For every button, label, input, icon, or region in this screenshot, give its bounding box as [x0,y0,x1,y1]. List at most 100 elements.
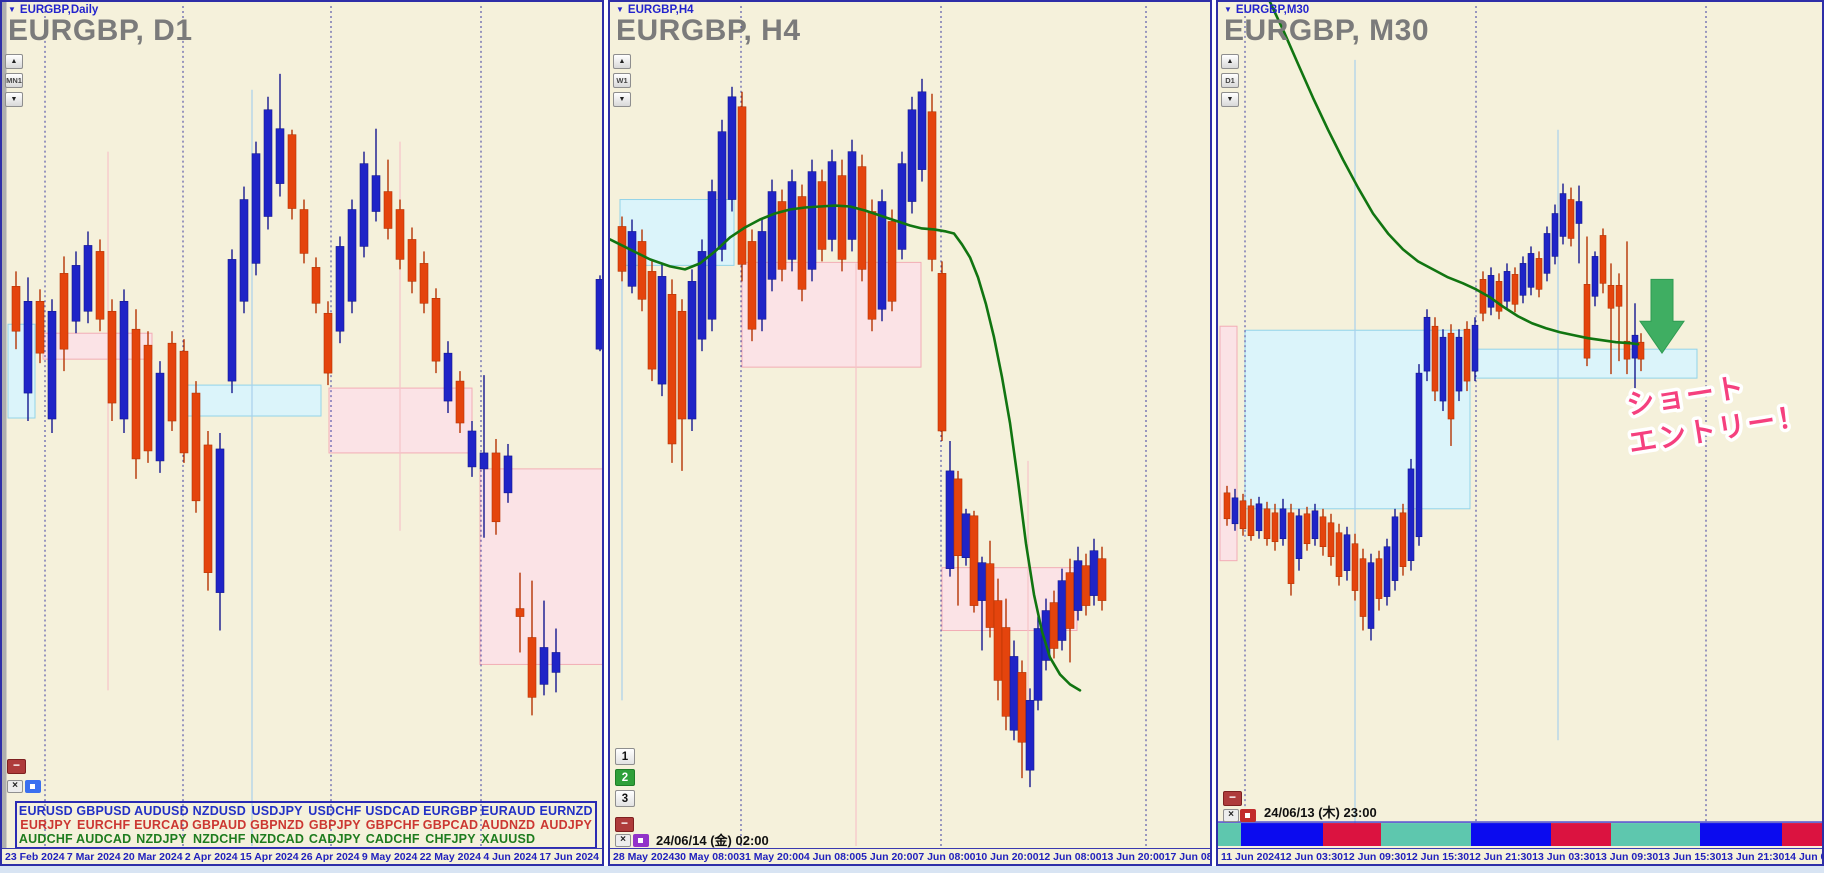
axis-date-label: 30 May 08:00 [674,851,740,863]
currency-row-blue: EURUSD GBPUSD AUDUSD NZDUSD USDJPY USDCHF USDC… [17,805,595,818]
close-icon[interactable]: × [1223,809,1239,822]
bullish-candle [479,452,489,470]
chevron-down-icon[interactable]: ▼ [8,5,16,14]
session-segment [1782,823,1822,847]
chevron-down-icon[interactable]: ▼ [616,5,624,14]
chart-symbol-label: EURGBP,Daily [19,4,99,16]
timeframe-w1-button[interactable]: W1 [613,73,631,88]
bullish-candle [1559,193,1567,237]
bullish-candle [897,163,907,250]
bullish-candle [807,171,817,270]
bearish-candle [1271,512,1279,543]
axis-date-label: 12 Jun 08:00 [1038,851,1102,863]
currency-pair-label: EURCAD [134,817,189,832]
bullish-candle [263,109,273,217]
currency-pair-label: NZDCHF [192,831,246,846]
scroll-down-button[interactable]: ▼ [1221,92,1239,107]
chart-dropdown-d1[interactable]: ▼ EURGBP,Daily [8,4,98,16]
currency-pair-label: EURAUD [480,803,536,818]
bullish-candle [155,372,165,462]
bullish-candle [1527,253,1535,288]
bearish-candle [1327,522,1335,557]
bearish-candle [143,344,153,452]
bearish-candle [985,563,995,628]
scroll-down-button[interactable]: ▼ [5,92,23,107]
bearish-candle [777,201,787,270]
axis-date-label: 22 May 2024 [419,851,481,863]
close-icon[interactable]: × [7,780,23,793]
bullish-candle [1057,580,1067,641]
axis-date-label: 10 Jun 20:00 [975,851,1039,863]
indicator-dot-button[interactable] [25,780,41,793]
scroll-down-button[interactable]: ▼ [613,92,631,107]
bullish-candle [227,259,237,382]
chart-dropdown-m30[interactable]: ▼ EURGBP,M30 [1224,4,1309,16]
chart-canvas-d1[interactable] [2,2,602,848]
bearish-candle [1001,627,1011,717]
bearish-candle [1287,512,1295,584]
bearish-candle [667,294,677,445]
bullish-candle [443,352,453,402]
minimize-indicator-button[interactable]: − [1223,791,1242,806]
minimize-indicator-button[interactable]: − [7,759,26,774]
bullish-candle [1543,233,1551,274]
chart-symbol-label: EURGBP,H4 [627,4,694,16]
step-3-button[interactable]: 3 [615,790,635,807]
bullish-candle [119,300,129,420]
minimize-indicator-button[interactable]: − [615,817,634,832]
bullish-candle [687,281,697,420]
axis-date-label: 7 Jun 08:00 [918,851,976,863]
bullish-candle [1279,508,1287,540]
supply-zone [479,468,602,665]
bearish-candle [35,300,45,354]
demand-zone [185,384,322,417]
axis-date-label: 14 Jun 03:30 [1784,851,1822,863]
chevron-down-icon[interactable]: ▼ [1224,5,1232,14]
chart-canvas-h4[interactable] [610,2,1210,848]
timeframe-d1-button[interactable]: D1 [1221,73,1239,88]
session-segment [1323,823,1381,847]
scroll-up-button[interactable]: ▲ [613,54,631,69]
bullish-candle [847,151,857,240]
currency-pair-label: USDCAD [365,803,421,818]
axis-date-label: 2 Apr 2024 [184,851,238,863]
bearish-candle [419,263,429,304]
bullish-candle [657,276,667,385]
bullish-candle [1439,336,1447,402]
bearish-candle [1065,572,1075,629]
scroll-up-button[interactable]: ▲ [1221,54,1239,69]
bearish-candle [867,211,877,320]
bearish-candle [927,111,937,260]
bearish-candle [737,106,747,265]
bearish-candle [677,310,687,420]
scroll-up-button[interactable]: ▲ [5,54,23,69]
timeframe-mn1-button[interactable]: MN1 [5,73,23,88]
currency-pair-label: GBPCAD [422,817,479,832]
session-segment [1241,823,1323,847]
close-icon[interactable]: × [615,834,631,847]
bearish-candle [179,350,189,454]
bearish-candle [431,298,441,362]
bearish-candle [167,342,177,422]
bearish-candle [455,380,465,424]
bearish-candle [191,392,201,502]
bullish-candle [1009,656,1019,731]
currency-pair-label: USDJPY [251,803,303,818]
currency-pair-label: XAUUSD [481,831,536,846]
bullish-candle [467,430,477,468]
step-2-button[interactable]: 2 [615,769,635,786]
chart-window-m30: ショート エントリー！ ▼ EURGBP,M30 EURGBP, M30 ▲ D1… [1216,0,1824,866]
indicator-dot-button[interactable] [633,834,649,847]
page-title-d1: EURGBP, D1 [8,14,193,47]
chart-dropdown-h4[interactable]: ▼ EURGBP,H4 [616,4,694,16]
moving-average-line [610,204,1082,692]
indicator-dot-button[interactable] [1240,809,1256,822]
bearish-candle [953,478,963,556]
currency-pair-label: AUDJPY [540,817,593,832]
step-1-button[interactable]: 1 [615,748,635,765]
bearish-candle [1319,516,1327,548]
bearish-candle [1463,328,1471,382]
bearish-candle [395,209,405,260]
bullish-candle [1503,271,1511,302]
